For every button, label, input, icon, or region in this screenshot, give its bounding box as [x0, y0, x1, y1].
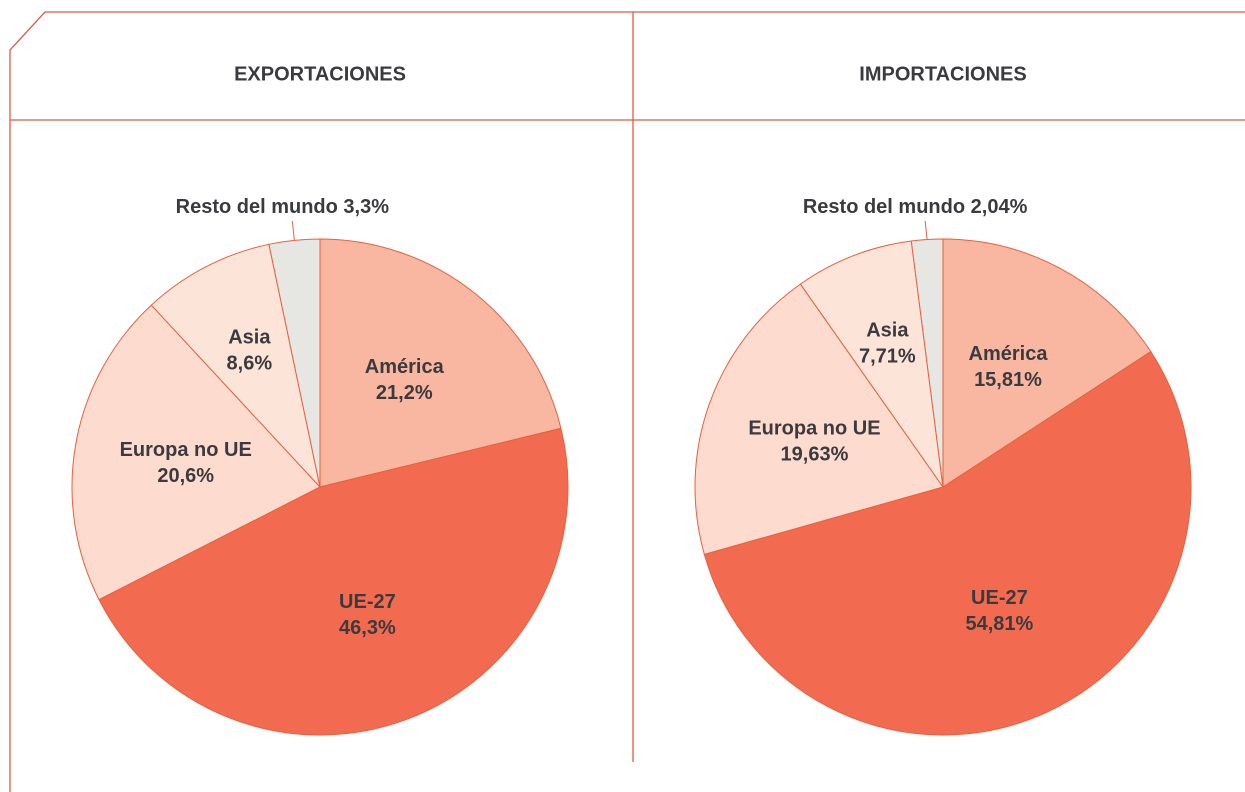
slice-label: Resto del mundo 3,3%: [176, 196, 390, 218]
slice-value: 19,63%: [781, 444, 849, 466]
pie-slice: [150, 243, 321, 489]
pie-slice: [319, 238, 562, 488]
slice-label: América 15,81%: [969, 343, 1049, 391]
leader-line: [924, 220, 928, 240]
slice-value: 54,81%: [965, 613, 1033, 635]
slice-label: Europa no UE 20,6%: [120, 439, 252, 487]
slice-value: 46,3%: [339, 617, 396, 639]
frame-outline: [9, 11, 1245, 792]
slice-name: América: [365, 356, 445, 378]
slice-label: Europa no UE 19,63%: [748, 418, 880, 466]
slice-name: Europa no UE: [748, 418, 880, 440]
slice-label: UE-27 46,3%: [339, 591, 396, 639]
slice-name: UE-27: [339, 591, 396, 613]
slice-label: Resto del mundo 2,04%: [803, 196, 1028, 218]
slice-name: UE-27: [971, 587, 1028, 609]
slice-value: 7,71%: [859, 346, 916, 368]
chart-title: IMPORTACIONES: [859, 63, 1026, 85]
leader-line: [291, 220, 295, 241]
slice-label: América 21,2%: [365, 356, 445, 404]
slice-value: 2,04%: [971, 196, 1028, 218]
slice-label: Asia 7,71%: [859, 320, 916, 368]
pie-slice: [942, 238, 1152, 488]
slice-value: 20,6%: [157, 465, 214, 487]
slice-name: Resto del mundo: [803, 196, 965, 218]
slice-name: Europa no UE: [120, 439, 252, 461]
pie-slice: [71, 304, 321, 601]
pie-slice: [799, 240, 944, 488]
slice-label: Asia 8,6%: [227, 327, 273, 375]
slice-name: Asia: [228, 327, 271, 349]
slice-value: 8,6%: [227, 353, 273, 375]
slice-value: 15,81%: [974, 369, 1042, 391]
pie-slice: [98, 427, 569, 736]
slice-value: 3,3%: [343, 196, 389, 218]
slice-name: Resto del mundo: [176, 196, 338, 218]
slice-label: UE-27 54,81%: [965, 587, 1033, 635]
chart-title: EXPORTACIONES: [234, 63, 406, 85]
slice-name: Asia: [866, 320, 909, 342]
pie-slice: [703, 350, 1192, 736]
slice-name: América: [969, 343, 1049, 365]
pie-slice: [694, 283, 944, 556]
pie-slice: [268, 238, 321, 488]
slice-value: 21,2%: [376, 382, 433, 404]
